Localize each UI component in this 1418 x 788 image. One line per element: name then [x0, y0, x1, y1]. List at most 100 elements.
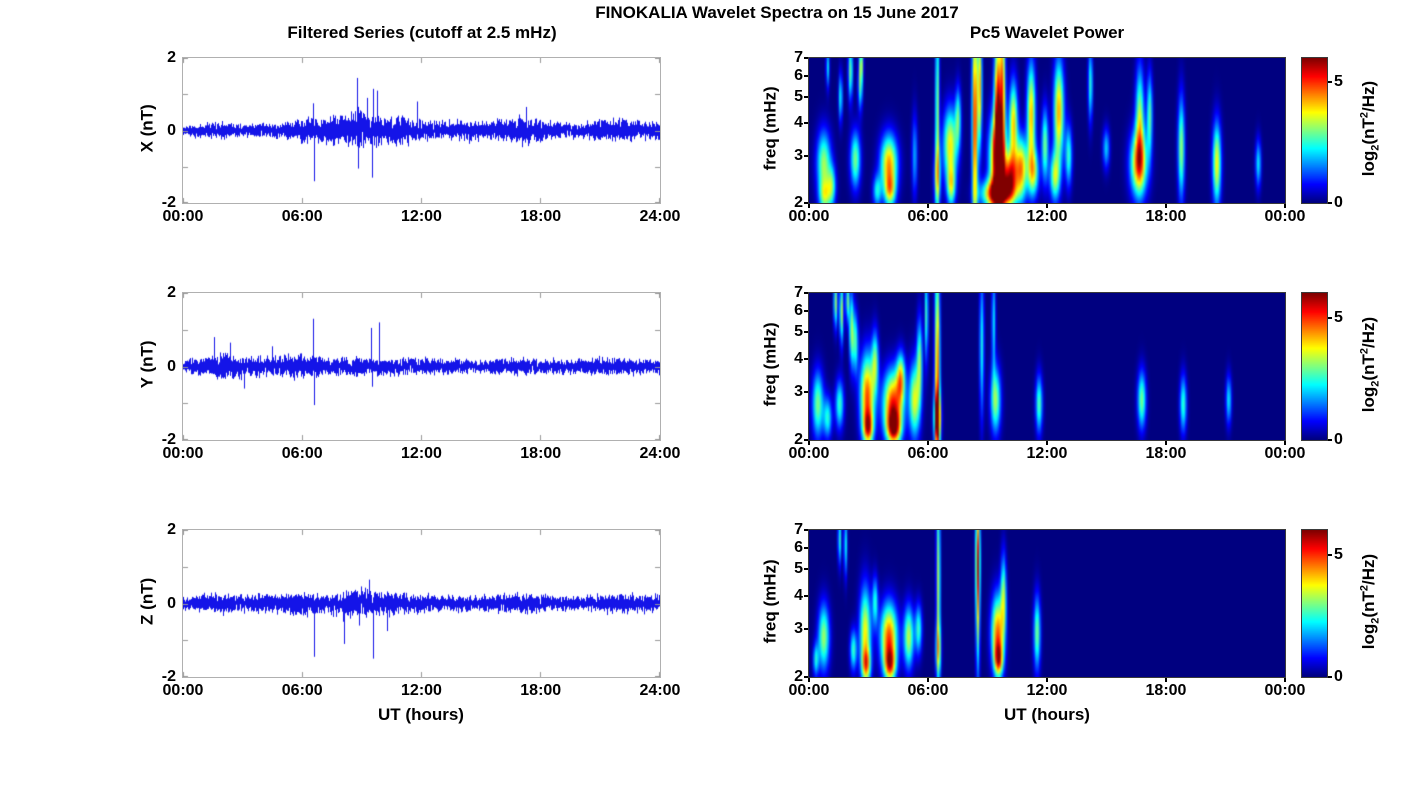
- tick-mark: [1328, 676, 1332, 678]
- x-tick-label: 06:00: [281, 445, 323, 462]
- tick-mark: [1046, 441, 1048, 445]
- tick-mark: [1328, 439, 1332, 441]
- colorbar-tick-label: 5: [1334, 308, 1343, 326]
- tick-mark: [808, 204, 810, 208]
- tick-mark: [804, 568, 808, 571]
- tick-mark: [1284, 678, 1286, 682]
- x-tick-label: 00:00: [1264, 445, 1306, 462]
- x-tick-label: 24:00: [639, 445, 681, 462]
- x-timeseries-plot: [182, 57, 661, 204]
- freq-tick-label: 5: [794, 323, 803, 341]
- y-tick-label: -2: [161, 194, 176, 211]
- y-timeseries-plot: [182, 292, 661, 441]
- x-tick-label: 12:00: [401, 445, 442, 462]
- freq-tick-label: 4: [794, 113, 803, 131]
- colorbar-label-row1: log2(nT2/Hz): [1358, 80, 1382, 177]
- y-tick-label: 0: [167, 594, 176, 612]
- tick-mark: [804, 391, 808, 394]
- tick-mark: [1284, 204, 1286, 208]
- x-tick-label: 12:00: [1026, 682, 1068, 699]
- x-tick-label: 24:00: [639, 682, 681, 699]
- x-tick-label: 06:00: [907, 445, 949, 462]
- x-tick-label: 06:00: [907, 682, 949, 699]
- tick-mark: [1284, 441, 1286, 445]
- tick-mark: [804, 331, 808, 334]
- tick-mark: [1046, 204, 1048, 208]
- x-tick-label: 12:00: [1026, 208, 1068, 225]
- y-wavelet-spectrogram: [808, 292, 1286, 441]
- tick-mark: [804, 310, 808, 313]
- left-column-title: Filtered Series (cutoff at 2.5 mHz): [287, 23, 557, 42]
- freq-tick-label: 7: [794, 49, 803, 66]
- x-tick-label: 00:00: [788, 208, 830, 225]
- colorbar-z: [1301, 529, 1328, 678]
- x-tick-label: 00:00: [162, 445, 204, 462]
- freq-tick-label: 3: [794, 620, 803, 638]
- x-tick-label: 24:00: [639, 208, 681, 225]
- tick-mark: [804, 57, 808, 59]
- tick-mark: [1328, 316, 1332, 319]
- x-tick-label: 12:00: [401, 208, 442, 225]
- x-tick-label: 18:00: [1145, 445, 1187, 462]
- tick-mark: [804, 628, 808, 631]
- tick-mark: [927, 204, 929, 208]
- x-tick-label: 18:00: [520, 208, 562, 225]
- x-tick-label: 00:00: [162, 682, 204, 699]
- tick-mark: [804, 155, 808, 158]
- z-wavelet-spectrogram: [808, 529, 1286, 678]
- tick-mark: [804, 121, 808, 124]
- x-tick-label: 00:00: [1264, 682, 1306, 699]
- freq-tick-label: 5: [794, 87, 803, 105]
- colorbar-tick-label: 5: [1334, 545, 1343, 563]
- colorbar-label-row3: log2(nT2/Hz): [1358, 553, 1382, 650]
- tick-mark: [804, 547, 808, 550]
- x-tick-label: 18:00: [1145, 682, 1187, 699]
- z-timeseries-plot: [182, 529, 661, 678]
- right-column-title: Pc5 Wavelet Power: [969, 23, 1125, 42]
- freq-tick-label: 7: [794, 284, 803, 301]
- x-tick-label: 06:00: [281, 682, 323, 699]
- tick-mark: [1328, 202, 1332, 204]
- tick-mark: [804, 594, 808, 597]
- x-tick-label: 00:00: [788, 445, 830, 462]
- tick-mark: [804, 357, 808, 360]
- tick-mark: [1165, 441, 1167, 445]
- tick-mark: [804, 676, 808, 678]
- x-tick-label: 18:00: [1145, 208, 1187, 225]
- x-tick-label: 00:00: [788, 682, 830, 699]
- freq-tick-label: 4: [794, 586, 803, 604]
- freq-tick-label: 3: [794, 147, 803, 165]
- tick-mark: [1328, 553, 1332, 556]
- colorbar-tick-label: 0: [1334, 668, 1343, 685]
- tick-mark: [927, 441, 929, 445]
- x-tick-label: 06:00: [907, 208, 949, 225]
- tick-mark: [804, 74, 808, 77]
- colorbar-y: [1301, 292, 1328, 441]
- x-wavelet-spectrogram: [808, 57, 1286, 204]
- tick-mark: [1165, 678, 1167, 682]
- tick-mark: [1328, 81, 1332, 84]
- freq-tick-label: 2: [794, 194, 803, 211]
- tick-mark: [1165, 204, 1167, 208]
- tick-mark: [804, 95, 808, 98]
- freq-tick-label: 6: [794, 66, 803, 84]
- x-tick-label: 18:00: [520, 445, 562, 462]
- freq-tick-label: 3: [794, 383, 803, 401]
- y-tick-label: 0: [167, 121, 176, 139]
- x-tick-label: 12:00: [401, 682, 442, 699]
- xlabel-right: UT (hours): [1004, 705, 1090, 724]
- freq-tick-label: 5: [794, 560, 803, 578]
- tick-mark: [804, 202, 808, 204]
- x-tick-label: 00:00: [1264, 208, 1306, 225]
- y-tick-label: 2: [167, 49, 176, 66]
- figure-title: FINOKALIA Wavelet Spectra on 15 June 201…: [595, 3, 959, 22]
- freq-tick-label: 7: [794, 521, 803, 538]
- freq-tick-label: 6: [794, 539, 803, 557]
- y-tick-label: 2: [167, 521, 176, 538]
- colorbar-tick-label: 5: [1334, 73, 1343, 91]
- freq-tick-label: 4: [794, 349, 803, 367]
- xlabel-left: UT (hours): [378, 705, 464, 724]
- tick-mark: [1046, 678, 1048, 682]
- tick-mark: [808, 678, 810, 682]
